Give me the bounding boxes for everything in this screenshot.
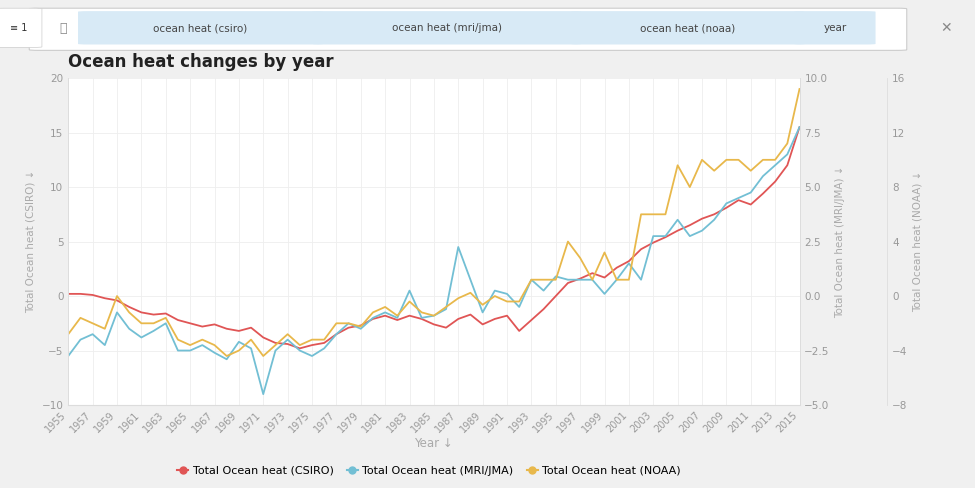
Text: year: year — [824, 23, 846, 33]
Y-axis label: Total Ocean heat (MRI/JMA) ↓: Total Ocean heat (MRI/JMA) ↓ — [836, 165, 845, 318]
FancyBboxPatch shape — [571, 11, 804, 44]
Legend: Total Ocean heat (CSIRO), Total Ocean heat (MRI/JMA), Total Ocean heat (NOAA): Total Ocean heat (CSIRO), Total Ocean he… — [173, 461, 685, 480]
FancyBboxPatch shape — [795, 11, 876, 44]
Text: ✕: ✕ — [940, 21, 952, 35]
FancyBboxPatch shape — [313, 11, 581, 44]
Text: ≡ 1: ≡ 1 — [10, 23, 27, 33]
FancyBboxPatch shape — [0, 8, 42, 47]
FancyBboxPatch shape — [29, 8, 907, 50]
Y-axis label: Total Ocean heat (NOAA) ↓: Total Ocean heat (NOAA) ↓ — [913, 171, 923, 312]
Text: ocean heat (csiro): ocean heat (csiro) — [153, 23, 248, 33]
Y-axis label: Total Ocean heat (CSIRO) ↓: Total Ocean heat (CSIRO) ↓ — [26, 170, 36, 313]
X-axis label: Year ↓: Year ↓ — [414, 437, 453, 450]
Text: ocean heat (noaa): ocean heat (noaa) — [641, 23, 735, 33]
Text: ocean heat (mri/jma): ocean heat (mri/jma) — [392, 23, 502, 33]
FancyBboxPatch shape — [78, 11, 323, 44]
Text: Ocean heat changes by year: Ocean heat changes by year — [68, 53, 333, 71]
Text: 🔍: 🔍 — [59, 21, 67, 35]
